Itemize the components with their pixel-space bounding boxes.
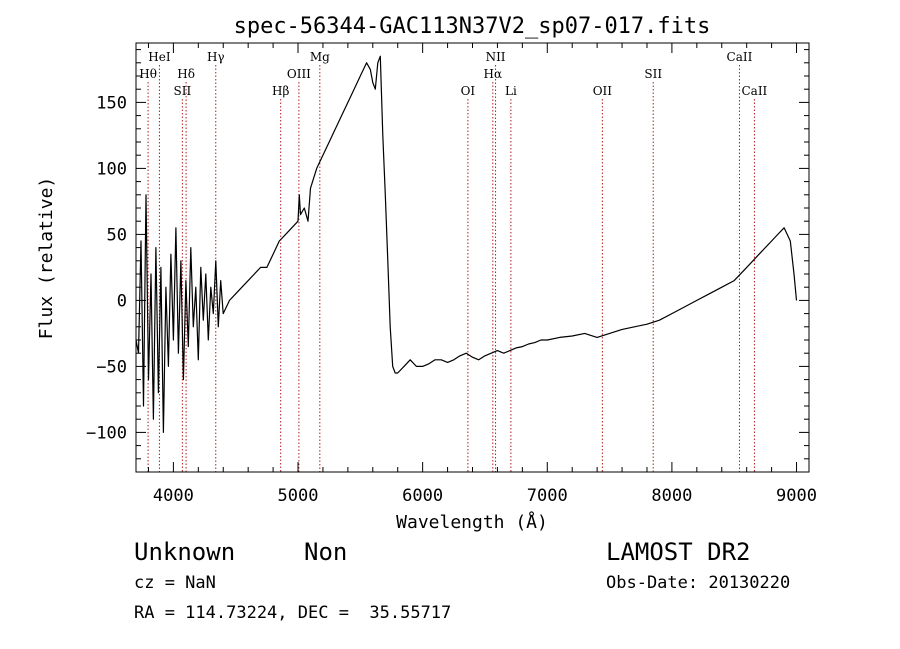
mid-marker-label-2: OIII bbox=[287, 67, 311, 81]
plot-frame bbox=[135, 42, 810, 473]
low-marker-label-4: OII bbox=[593, 84, 613, 98]
line-markers: HeI Hγ Mg NII CaII Hθ Hδ OIII Hα SII SII Hβ OI Li OII C… bbox=[139, 50, 768, 472]
chart-title: spec-56344-GAC113N37V2_sp07-017.fits bbox=[234, 14, 711, 39]
low-marker-label-2: OI bbox=[461, 84, 476, 98]
mid-marker-label-0: Hθ bbox=[139, 67, 157, 81]
x-tick-label-3: 7000 bbox=[527, 486, 568, 506]
survey-text: LAMOST DR2 bbox=[606, 538, 751, 566]
top-marker-label-4: CaII bbox=[727, 50, 753, 64]
y-axis-label: Flux (relative) bbox=[36, 177, 57, 340]
obs-date-text: Obs-Date: 20130220 bbox=[606, 573, 791, 593]
top-marker-label-3: NII bbox=[486, 50, 506, 64]
x-axis: 4000 5000 6000 7000 8000 9000 bbox=[147, 43, 817, 506]
subclass-text: Non bbox=[304, 538, 348, 566]
mid-marker-label-1: Hδ bbox=[177, 67, 195, 81]
mid-marker-label-4: SII bbox=[644, 67, 662, 81]
y-tick-label-1: −50 bbox=[96, 357, 127, 377]
low-marker-label-3: Li bbox=[505, 84, 517, 98]
x-tick-label-1: 5000 bbox=[278, 486, 319, 506]
y-tick-label-2: 0 bbox=[117, 291, 127, 311]
low-marker-label-0: SII bbox=[174, 84, 192, 98]
x-tick-label-5: 9000 bbox=[776, 486, 817, 506]
top-marker-label-2: Mg bbox=[310, 50, 330, 64]
low-marker-label-1: Hβ bbox=[272, 84, 289, 98]
coordinates-text: RA = 114.73224, DEC = 35.55717 bbox=[134, 603, 452, 623]
y-tick-label-4: 100 bbox=[96, 159, 127, 179]
redshift-text: cz = NaN bbox=[134, 573, 216, 593]
x-tick-label-2: 6000 bbox=[402, 486, 443, 506]
x-tick-label-4: 8000 bbox=[651, 486, 692, 506]
x-axis-label: Wavelength (Å) bbox=[396, 511, 548, 533]
y-tick-label-5: 150 bbox=[96, 93, 127, 113]
low-marker-label-5: CaII bbox=[741, 84, 767, 98]
x-tick-label-0: 4000 bbox=[153, 486, 194, 506]
y-tick-label-3: 50 bbox=[107, 225, 127, 245]
spectrum-series bbox=[135, 55, 798, 433]
spectrum-line bbox=[135, 55, 798, 433]
mid-marker-label-3: Hα bbox=[484, 67, 503, 81]
classification-text: Unknown bbox=[134, 538, 236, 566]
y-tick-label-0: −100 bbox=[86, 423, 127, 443]
y-axis: −100 −50 0 50 100 150 bbox=[86, 49, 809, 460]
top-marker-label-0: HeI bbox=[148, 50, 171, 64]
top-marker-label-1: Hγ bbox=[207, 50, 225, 64]
